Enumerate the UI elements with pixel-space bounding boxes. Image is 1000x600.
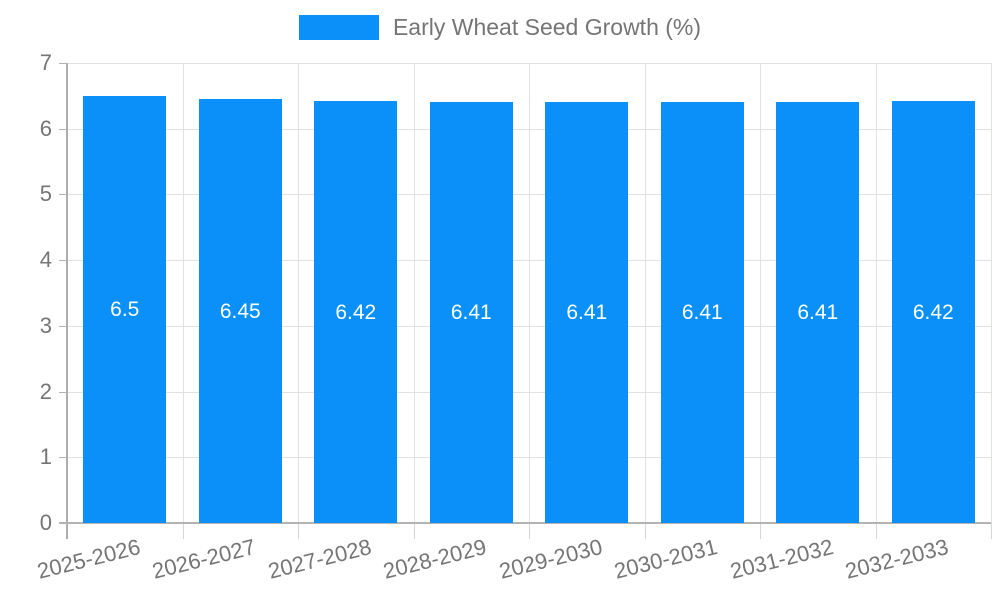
x-axis-line <box>59 522 991 524</box>
y-axis-tick-label: 3 <box>39 312 52 338</box>
chart-legend: Early Wheat Seed Growth (%) <box>0 14 1000 41</box>
bar-value-label: 6.41 <box>681 301 723 325</box>
x-axis-tick <box>529 523 530 539</box>
y-axis-tick <box>59 128 67 130</box>
bar: 6.5 <box>83 95 167 523</box>
gridline-vertical <box>413 63 415 523</box>
gridline-vertical <box>182 63 184 523</box>
bar: 6.41 <box>660 101 744 523</box>
bar-value-label: 6.41 <box>450 301 492 325</box>
bar-value-label: 6.41 <box>566 301 608 325</box>
x-axis-tick <box>760 523 761 539</box>
x-axis-tick <box>875 523 877 539</box>
y-axis-tick-label: 7 <box>39 50 52 75</box>
x-axis-tick <box>413 523 415 539</box>
legend-swatch <box>298 15 379 40</box>
gridline-vertical <box>991 63 992 523</box>
y-axis-tick-label: 1 <box>39 444 52 470</box>
bar: 6.41 <box>776 101 860 523</box>
bar-value-label: 6.41 <box>797 301 839 325</box>
x-axis-tick <box>182 523 184 539</box>
y-axis-tick-label: 4 <box>39 247 52 273</box>
gridline-vertical <box>875 63 877 523</box>
y-axis-line <box>66 63 68 539</box>
bar: 6.42 <box>891 101 975 523</box>
y-axis-tick <box>59 194 67 196</box>
x-axis-tick <box>298 523 299 539</box>
gridline-vertical <box>644 63 646 523</box>
y-axis-tick <box>59 457 67 459</box>
gridline-vertical <box>760 63 761 523</box>
chart-title: Early Wheat Seed Growth (%) <box>392 14 702 40</box>
bar-value-label: 6.42 <box>335 301 377 325</box>
y-axis-tick-label: 2 <box>39 378 52 404</box>
y-axis-tick-label: 5 <box>39 181 52 207</box>
y-axis-tick-label: 0 <box>39 510 52 535</box>
bar-value-label: 6.42 <box>912 301 954 325</box>
gridline-vertical <box>529 63 530 523</box>
bar: 6.45 <box>198 99 282 523</box>
bar-value-label: 6.45 <box>219 300 261 324</box>
y-axis-tick-label: 6 <box>39 115 52 141</box>
gridline-vertical <box>298 63 299 523</box>
bar: 6.42 <box>314 101 398 523</box>
bar: 6.41 <box>429 101 513 523</box>
y-axis-tick <box>59 260 67 262</box>
bar-value-label: 6.5 <box>110 298 140 322</box>
x-axis-tick <box>644 523 646 539</box>
y-axis-tick <box>59 325 67 327</box>
x-axis-tick <box>991 523 992 539</box>
y-axis-tick <box>59 63 67 64</box>
y-axis-tick <box>59 391 67 393</box>
bar: 6.41 <box>545 101 629 523</box>
